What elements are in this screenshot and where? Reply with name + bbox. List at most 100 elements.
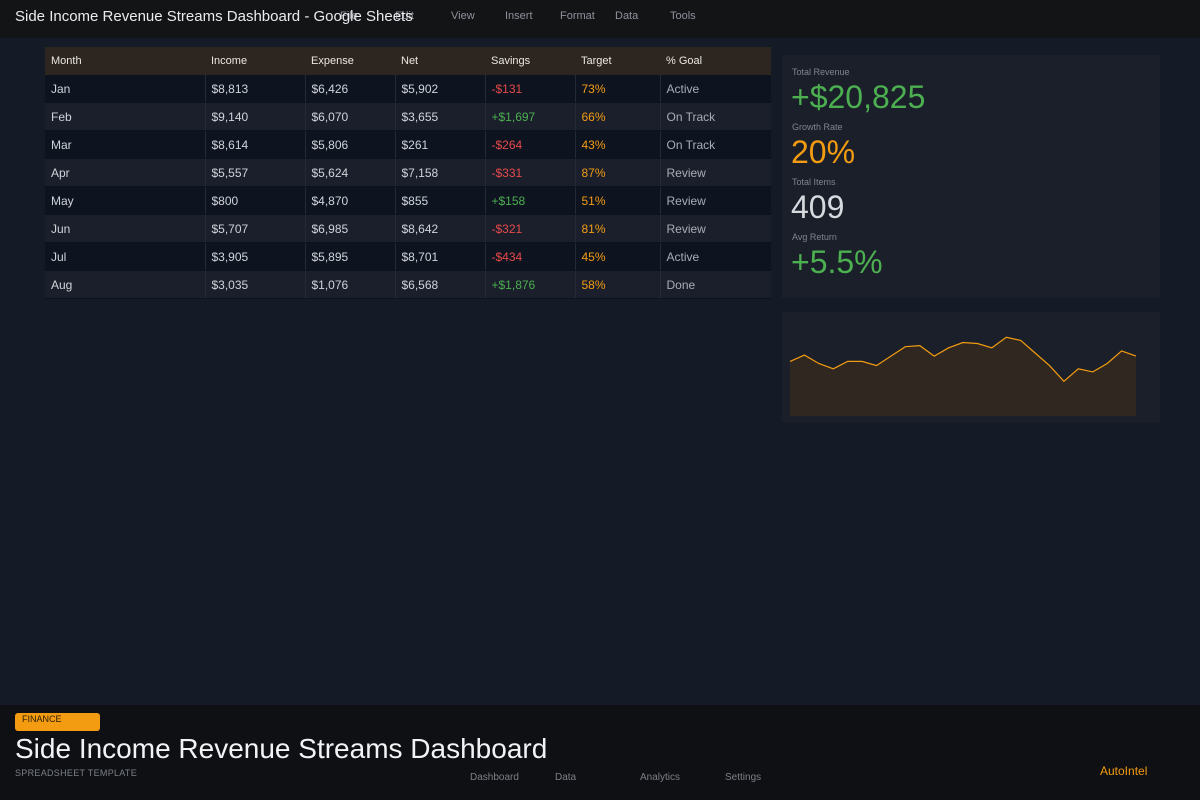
kpi-label-total-items: Total Items — [792, 177, 836, 187]
cell-goal[interactable]: On Track — [660, 130, 771, 159]
cell-expense[interactable]: $4,870 — [305, 186, 396, 215]
brand-logo[interactable]: AutoIntel — [1100, 764, 1148, 778]
cell-month[interactable]: Jul — [45, 242, 206, 271]
cell-savings[interactable]: -$331 — [485, 158, 576, 187]
kpi-label-total-revenue: Total Revenue — [792, 67, 850, 77]
title-bar: File Edit View Insert Format Data Tools … — [0, 0, 1200, 38]
menu-edit[interactable]: Edit — [395, 10, 414, 22]
cell-net[interactable]: $855 — [395, 186, 486, 215]
data-table: Month Income Expense Net Savings Target … — [45, 47, 771, 299]
cell-month[interactable]: Apr — [45, 158, 206, 187]
cell-month[interactable]: Aug — [45, 270, 206, 299]
cell-income[interactable]: $3,035 — [205, 270, 306, 299]
cell-goal[interactable]: On Track — [660, 102, 771, 131]
cell-expense[interactable]: $5,624 — [305, 158, 396, 187]
cell-expense[interactable]: $1,076 — [305, 270, 396, 299]
menu-view[interactable]: View — [451, 10, 475, 22]
table-header-row: Month Income Expense Net Savings Target … — [45, 47, 771, 75]
cell-expense[interactable]: $6,426 — [305, 75, 396, 103]
cell-month[interactable]: Mar — [45, 130, 206, 159]
window-title: Side Income Revenue Streams Dashboard - … — [15, 8, 413, 25]
menu-file[interactable]: File — [340, 10, 358, 22]
header-savings[interactable]: Savings — [485, 47, 575, 75]
cell-savings[interactable]: -$264 — [485, 130, 576, 159]
sparkline-panel — [782, 312, 1160, 422]
kpi-value-avg-return: +5.5% — [791, 244, 883, 280]
cell-target[interactable]: 66% — [575, 102, 661, 131]
sparkline-line — [789, 336, 1137, 383]
sparkline-area — [790, 337, 1136, 416]
cell-savings[interactable]: +$1,876 — [485, 270, 576, 299]
table-row: Jun $5,707 $6,985 $8,642 -$321 81% Revie… — [45, 214, 771, 243]
nav-settings[interactable]: Settings — [725, 772, 762, 783]
table-row: May $800 $4,870 $855 +$158 51% Review — [45, 186, 771, 215]
cell-savings[interactable]: -$131 — [485, 75, 576, 103]
cell-income[interactable]: $3,905 — [205, 242, 306, 271]
cell-target[interactable]: 58% — [575, 270, 661, 299]
cell-goal[interactable]: Review — [660, 214, 771, 243]
cell-savings[interactable]: +$158 — [485, 186, 576, 215]
table-row: Feb $9,140 $6,070 $3,655 +$1,697 66% On … — [45, 102, 771, 131]
header-net[interactable]: Net — [395, 47, 485, 75]
cell-net[interactable]: $8,642 — [395, 214, 486, 243]
cell-expense[interactable]: $6,985 — [305, 214, 396, 243]
header-expense[interactable]: Expense — [305, 47, 395, 75]
header-goal[interactable]: % Goal — [660, 47, 771, 75]
nav-dashboard[interactable]: Dashboard — [470, 772, 519, 783]
category-badge: FINANCE — [15, 713, 100, 731]
cell-income[interactable]: $5,557 — [205, 158, 306, 187]
header-month[interactable]: Month — [45, 47, 205, 75]
footer-title: Side Income Revenue Streams Dashboard — [15, 733, 548, 764]
cell-month[interactable]: Jun — [45, 214, 206, 243]
cell-net[interactable]: $261 — [395, 130, 486, 159]
menu-insert[interactable]: Insert — [505, 10, 533, 22]
kpi-panel: Total Revenue +$20,825 Growth Rate 20% T… — [782, 55, 1160, 298]
kpi-label-avg-return: Avg Return — [792, 232, 837, 242]
cell-target[interactable]: 87% — [575, 158, 661, 187]
cell-month[interactable]: Jan — [45, 75, 206, 103]
cell-net[interactable]: $6,568 — [395, 270, 486, 299]
cell-income[interactable]: $9,140 — [205, 102, 306, 131]
table-row: Apr $5,557 $5,624 $7,158 -$331 87% Revie… — [45, 158, 771, 187]
cell-target[interactable]: 51% — [575, 186, 661, 215]
header-income[interactable]: Income — [205, 47, 305, 75]
kpi-value-total-items: 409 — [791, 189, 845, 225]
header-target[interactable]: Target — [575, 47, 660, 75]
table-row: Aug $3,035 $1,076 $6,568 +$1,876 58% Don… — [45, 270, 771, 299]
cell-month[interactable]: May — [45, 186, 206, 215]
cell-expense[interactable]: $5,806 — [305, 130, 396, 159]
cell-goal[interactable]: Active — [660, 242, 771, 271]
cell-savings[interactable]: -$321 — [485, 214, 576, 243]
cell-income[interactable]: $800 — [205, 186, 306, 215]
kpi-value-growth-rate: 20% — [791, 134, 856, 170]
cell-income[interactable]: $8,813 — [205, 75, 306, 103]
menu-format[interactable]: Format — [560, 10, 595, 22]
cell-target[interactable]: 73% — [575, 75, 661, 103]
cell-savings[interactable]: -$434 — [485, 242, 576, 271]
cell-target[interactable]: 45% — [575, 242, 661, 271]
nav-data[interactable]: Data — [555, 772, 577, 783]
cell-savings[interactable]: +$1,697 — [485, 102, 576, 131]
kpi-label-growth-rate: Growth Rate — [792, 122, 843, 132]
cell-net[interactable]: $8,701 — [395, 242, 486, 271]
cell-expense[interactable]: $5,895 — [305, 242, 396, 271]
cell-net[interactable]: $5,902 — [395, 75, 486, 103]
table-row: Jan $8,813 $6,426 $5,902 -$131 73% Activ… — [45, 75, 771, 103]
footer-subtitle: SPREADSHEET TEMPLATE — [15, 768, 138, 778]
cell-month[interactable]: Feb — [45, 102, 206, 131]
cell-goal[interactable]: Review — [660, 186, 771, 215]
kpi-value-total-revenue: +$20,825 — [791, 79, 926, 115]
cell-goal[interactable]: Active — [660, 75, 771, 103]
cell-goal[interactable]: Review — [660, 158, 771, 187]
cell-goal[interactable]: Done — [660, 270, 771, 299]
cell-net[interactable]: $7,158 — [395, 158, 486, 187]
cell-net[interactable]: $3,655 — [395, 102, 486, 131]
cell-income[interactable]: $8,614 — [205, 130, 306, 159]
menu-data[interactable]: Data — [615, 10, 639, 22]
menu-tools[interactable]: Tools — [670, 10, 696, 22]
cell-income[interactable]: $5,707 — [205, 214, 306, 243]
nav-analytics[interactable]: Analytics — [640, 772, 681, 783]
cell-target[interactable]: 43% — [575, 130, 661, 159]
cell-expense[interactable]: $6,070 — [305, 102, 396, 131]
cell-target[interactable]: 81% — [575, 214, 661, 243]
